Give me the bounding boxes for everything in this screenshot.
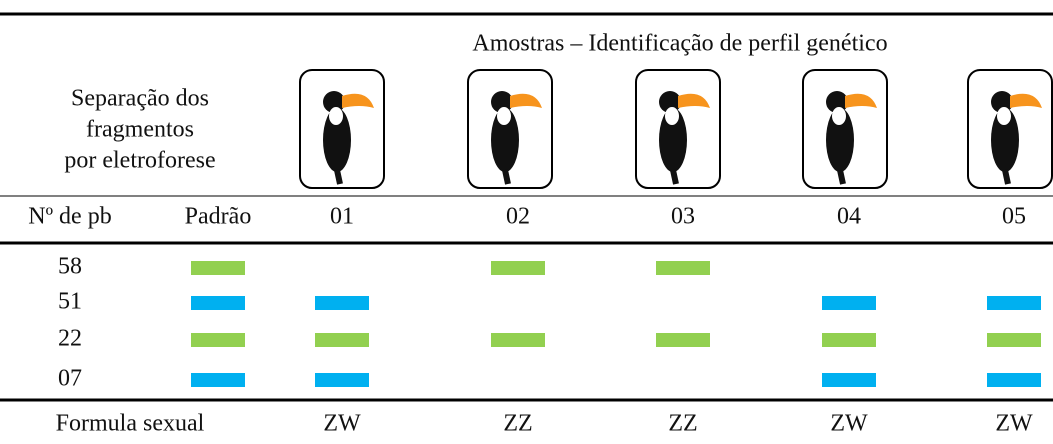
toucan-body <box>323 108 351 172</box>
footer-cell: ZW <box>830 411 868 437</box>
toucan-beak <box>342 93 374 108</box>
sample-image <box>299 69 385 189</box>
footer-cell: ZZ <box>668 411 697 437</box>
band <box>656 261 710 275</box>
toucan-head <box>659 91 681 113</box>
toucan-throat <box>665 107 679 125</box>
toucan-tail <box>670 169 679 185</box>
figure-title: Amostras – Identificação de perfil genét… <box>472 31 887 57</box>
band <box>191 333 245 347</box>
toucan-body <box>826 108 854 172</box>
band <box>656 333 710 347</box>
sample-image <box>467 69 553 189</box>
band <box>822 296 876 310</box>
column-header: 03 <box>671 204 695 230</box>
band <box>491 261 545 275</box>
sample-image <box>802 69 888 189</box>
column-header: Nº de pb <box>28 204 111 230</box>
band <box>822 333 876 347</box>
toucan-body <box>659 108 687 172</box>
column-header: 02 <box>506 204 530 230</box>
footer-cell: ZW <box>323 411 361 437</box>
pb-label: 51 <box>58 289 82 315</box>
band <box>191 373 245 387</box>
band <box>987 296 1041 310</box>
toucan-tail <box>837 169 846 185</box>
band <box>315 333 369 347</box>
toucan-head <box>991 91 1013 113</box>
toucan-beak <box>1010 93 1042 108</box>
toucan-throat <box>329 107 343 125</box>
pb-label: 22 <box>58 326 82 352</box>
band <box>491 333 545 347</box>
column-header: Padrão <box>185 204 252 230</box>
left-label-line: por eletroforese <box>64 148 215 174</box>
left-label-line: Separação dos <box>71 86 209 112</box>
toucan-beak <box>845 93 877 108</box>
band <box>315 373 369 387</box>
band <box>822 373 876 387</box>
toucan-throat <box>497 107 511 125</box>
toucan-body <box>991 108 1019 172</box>
toucan-beak <box>678 93 710 108</box>
sample-image <box>635 69 721 189</box>
toucan-body <box>491 108 519 172</box>
left-label-line: fragmentos <box>86 117 194 143</box>
toucan-head <box>826 91 848 113</box>
toucan-tail <box>502 169 511 185</box>
toucan-throat <box>832 107 846 125</box>
footer-cell: ZW <box>995 411 1033 437</box>
pb-label: 07 <box>58 366 82 392</box>
pb-label: 58 <box>58 254 82 280</box>
toucan-tail <box>334 169 343 185</box>
toucan-head <box>323 91 345 113</box>
column-header: 01 <box>330 204 354 230</box>
toucan-beak <box>510 93 542 108</box>
band <box>987 333 1041 347</box>
column-header: 05 <box>1002 204 1026 230</box>
band <box>315 296 369 310</box>
footer-cell: Formula sexual <box>56 411 205 437</box>
footer-cell: ZZ <box>503 411 532 437</box>
toucan-head <box>491 91 513 113</box>
toucan-throat <box>997 107 1011 125</box>
band <box>987 373 1041 387</box>
sample-image <box>967 69 1053 189</box>
toucan-tail <box>1002 169 1011 185</box>
band <box>191 296 245 310</box>
band <box>191 261 245 275</box>
column-header: 04 <box>837 204 861 230</box>
